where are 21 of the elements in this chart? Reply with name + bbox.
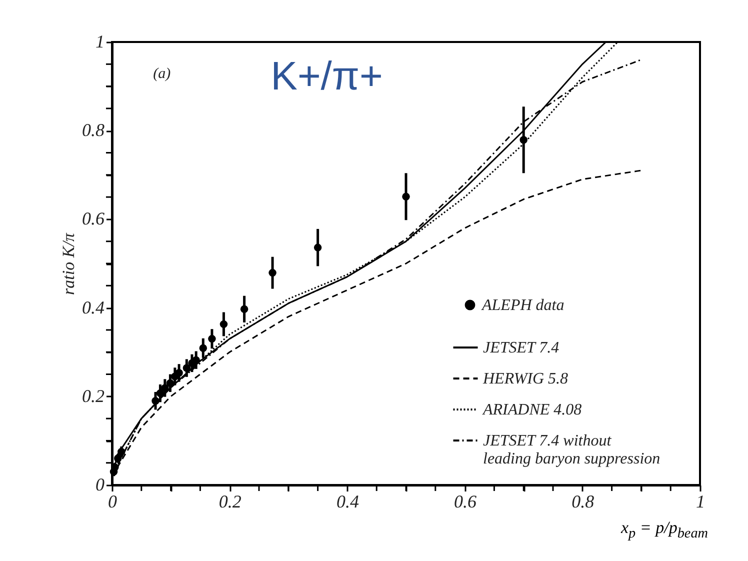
legend-label: ARIADNE 4.08 bbox=[482, 402, 582, 418]
annotation: K+/π+ bbox=[270, 54, 383, 98]
legend-label: ALEPH data bbox=[481, 297, 564, 314]
y-tick-label: 0.2 bbox=[82, 386, 104, 406]
y-tick-label: 1 bbox=[96, 32, 104, 52]
x-tick-label: 0.4 bbox=[336, 492, 359, 512]
x-tick-label: 0.2 bbox=[218, 492, 242, 512]
y-axis-title: ratio K/π bbox=[59, 232, 78, 295]
y-tick-label: 0 bbox=[96, 474, 104, 494]
y-tick-label: 0.4 bbox=[82, 297, 104, 318]
annotation: (a) bbox=[153, 66, 171, 82]
y-tick-label: 0.8 bbox=[82, 120, 104, 140]
x-tick-label: 0.8 bbox=[572, 492, 594, 512]
legend-label: HERWIG 5.8 bbox=[482, 370, 568, 388]
x-axis-title: x$_{p}$ = p/p$_{beam}$ bbox=[621, 518, 708, 542]
x-tick-label: 0.6 bbox=[454, 492, 477, 512]
y-tick-label: 0.6 bbox=[82, 208, 104, 229]
x-tick-label: 1 bbox=[696, 492, 705, 512]
x-tick-label: 0 bbox=[108, 492, 117, 512]
legend-label: JETSET 7.4 bbox=[483, 340, 560, 356]
legend-label: JETSET 7.4 without leading baryon suppression bbox=[483, 432, 660, 468]
